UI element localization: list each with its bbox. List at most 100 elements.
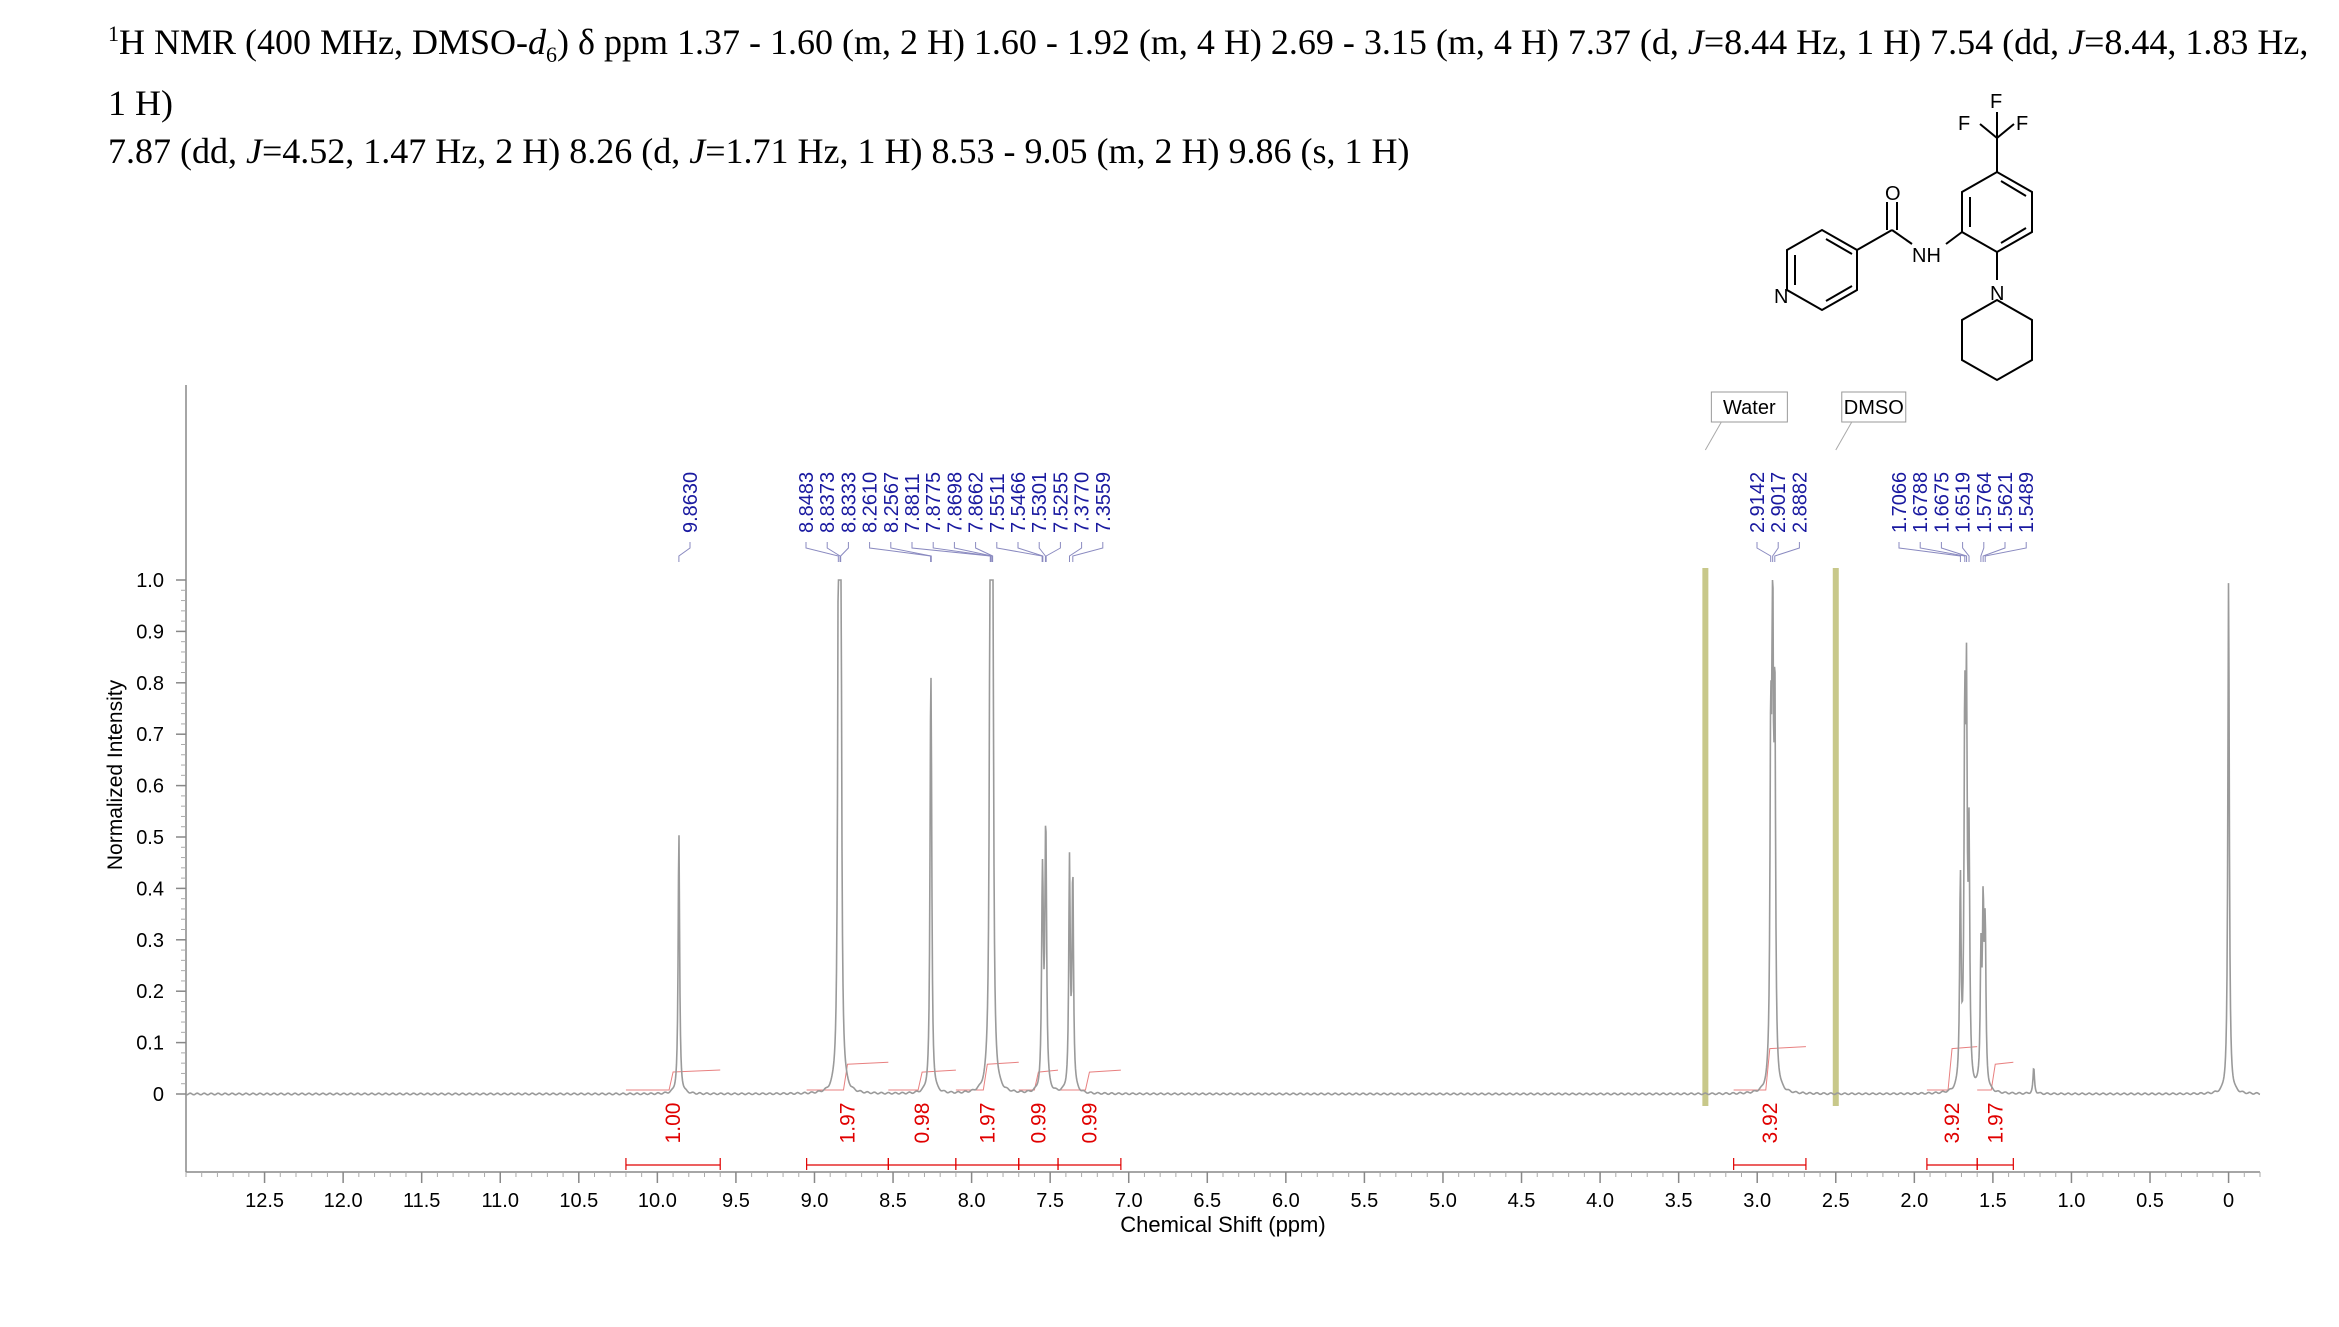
x-tick-label: 5.0: [1429, 1190, 1457, 1212]
peak-label: 7.5301: [1029, 472, 1051, 533]
peak-label: 7.8775: [923, 472, 945, 533]
solvent-markers: Water DMSO: [1702, 391, 1907, 1106]
y-tick-label: 1.0: [136, 570, 164, 592]
peak-label: 7.3559: [1093, 472, 1115, 533]
x-tick-label: 12.0: [324, 1190, 363, 1212]
peak-label-leader: [869, 542, 932, 562]
solvent-label-box: [1841, 391, 1907, 423]
x-tick-label: 0.5: [2136, 1190, 2164, 1212]
x-tick-label: 7.5: [1036, 1190, 1064, 1212]
integral-value: 3.92: [1941, 1103, 1964, 1144]
x-tick-label: 4.0: [1586, 1190, 1614, 1212]
peak-label-leader: [911, 542, 991, 562]
peak-label: 8.8333: [838, 472, 860, 533]
peak-label: 7.8698: [944, 472, 966, 533]
peak-label-leader: [975, 542, 994, 562]
header-italic-j: J: [1687, 22, 1704, 62]
benzene-double-bond: [2000, 227, 2027, 244]
peak-label-leader: [1756, 542, 1772, 562]
integral-value: 0.99: [1027, 1103, 1050, 1144]
x-tick-label: 9.5: [722, 1190, 750, 1212]
peak-label: 1.6788: [1910, 472, 1932, 533]
x-tick-label: 3.5: [1665, 1190, 1693, 1212]
fluorine-label: F: [1990, 91, 2002, 113]
peak-label-leader: [1962, 542, 1970, 562]
solvent-band: [1832, 568, 1839, 1106]
x-tick-label: 12.5: [245, 1190, 284, 1212]
x-tick-label: 8.0: [958, 1190, 986, 1212]
header-line-2: 7.87 (dd, J=4.52, 1.47 Hz, 2 H) 8.26 (d,…: [108, 127, 2318, 175]
benzene-double-bond: [2000, 180, 2027, 197]
peak-label-leader: [1072, 542, 1104, 562]
header-italic-j: J: [2068, 22, 2085, 62]
peak-label: 7.5511: [987, 473, 1009, 533]
y-tick-label: 0.4: [136, 878, 164, 900]
fluorine-label: F: [2016, 113, 2028, 135]
spectrum-header-text: 1H NMR (400 MHz, DMSO-d6) δ ppm 1.37 - 1…: [108, 10, 2318, 175]
x-tick-label: 0: [2223, 1190, 2234, 1212]
peak-label: 1.5764: [1974, 472, 1996, 533]
peak-label: 1.5621: [1995, 472, 2017, 533]
peak-label-leader: [1940, 542, 1968, 562]
header-line-2-part-a: 7.87 (dd,: [108, 131, 246, 172]
amide-nh-label: NH: [1912, 245, 1941, 267]
peak-label-leader: [996, 542, 1043, 562]
cf3-f-bond: [1996, 123, 2015, 139]
cf3-f-bond: [1979, 123, 1998, 139]
peak-label: 8.8373: [817, 472, 839, 533]
amide-aryl-bond: [1945, 231, 1963, 245]
x-tick-label: 10.5: [559, 1190, 598, 1212]
x-tick-label: 1.5: [1979, 1190, 2007, 1212]
header-line-2-part-c: =1.71 Hz, 1 H) 8.53 - 9.05 (m, 2 H) 9.86…: [705, 131, 1410, 172]
integral-value: 3.92: [1759, 1103, 1782, 1144]
pyridine-ring: [1786, 228, 1858, 312]
pyridine-nitrogen-label: N: [1774, 286, 1788, 308]
peak-label: 1.5489: [2016, 472, 2038, 533]
peak-label: 1.6675: [1931, 472, 1953, 533]
integral-curve: [1733, 1046, 1806, 1091]
spectrum-trace: [185, 579, 2261, 1096]
peak-label: 9.8630: [680, 472, 702, 533]
integral-value: 0.98: [911, 1103, 934, 1144]
x-tick-label: 2.0: [1900, 1190, 1928, 1212]
y-axis-label: Normalized Intensity: [104, 679, 127, 870]
peak-label-leader: [1919, 542, 1966, 562]
oxygen-label: O: [1885, 183, 1901, 205]
integral-value: 1.97: [976, 1103, 999, 1144]
peak-label-leader: [1017, 542, 1044, 562]
peak-label-leader: [932, 542, 992, 562]
nucleus-superscript: 1: [108, 21, 119, 46]
x-tick-label: 11.5: [403, 1190, 440, 1212]
y-tick-label: 0.7: [136, 724, 164, 746]
header-line-1-part-b: ) δ ppm 1.37 - 1.60 (m, 2 H) 1.60 - 1.92…: [557, 22, 1688, 62]
peak-label: 7.8662: [966, 472, 988, 533]
header-italic-j: J: [689, 131, 706, 172]
integral-curve: [888, 1069, 956, 1091]
header-line-1-part-d: =8.44, 1.83 Hz, 1 H): [108, 22, 2309, 124]
integral-curve: [625, 1069, 721, 1091]
benzene-ring: [1961, 170, 2033, 254]
molecule-atom-labels: F F F O NH N N: [1774, 91, 2028, 308]
y-tick-label: 0.6: [136, 776, 164, 798]
peak-label-leader: [1984, 542, 2027, 562]
fluorine-label: F: [1958, 113, 1970, 135]
x-tick-label: 4.5: [1508, 1190, 1536, 1212]
y-tick-label: 0.8: [136, 673, 164, 695]
peak-label: 2.8882: [1789, 472, 1811, 533]
piperidine-nitrogen-label: N: [1990, 283, 2004, 305]
y-tick-label: 0.9: [136, 621, 164, 643]
peak-label-leader: [1068, 542, 1083, 562]
x-tick-label: 8.5: [879, 1190, 907, 1212]
peak-label: 7.3770: [1072, 472, 1094, 533]
pyridine-double-bond: [1825, 285, 1853, 302]
y-tick-label: 0.2: [136, 981, 164, 1003]
integral-curve: [1926, 1046, 1978, 1091]
peak-label-leader: [678, 542, 691, 562]
peak-label-leader: [1898, 542, 1961, 562]
solvent-label-text: DMSO: [1844, 397, 1904, 419]
peak-label: 2.9017: [1768, 472, 1790, 533]
peak-label-leader: [1774, 542, 1800, 562]
x-tick-label: 2.5: [1822, 1190, 1850, 1212]
peak-label-leader: [953, 542, 993, 562]
